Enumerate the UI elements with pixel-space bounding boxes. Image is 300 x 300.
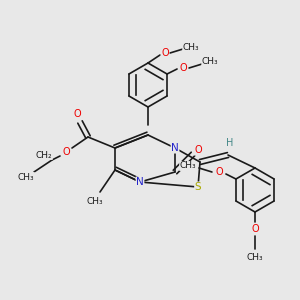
Text: N: N — [136, 177, 144, 187]
Text: O: O — [62, 147, 70, 157]
Text: CH₃: CH₃ — [202, 58, 218, 67]
Text: CH₃: CH₃ — [87, 197, 103, 206]
Text: O: O — [194, 145, 202, 155]
Text: CH₃: CH₃ — [183, 43, 199, 52]
Text: S: S — [195, 182, 201, 192]
Text: O: O — [161, 48, 169, 58]
Text: N: N — [171, 143, 179, 153]
Text: CH₃: CH₃ — [180, 161, 196, 170]
Text: CH₃: CH₃ — [18, 172, 34, 182]
Text: O: O — [251, 224, 259, 234]
Text: CH₃: CH₃ — [247, 253, 263, 262]
Text: CH₂: CH₂ — [36, 151, 52, 160]
Text: O: O — [73, 109, 81, 119]
Text: O: O — [215, 167, 223, 177]
Text: H: H — [226, 138, 234, 148]
Text: O: O — [179, 63, 187, 73]
